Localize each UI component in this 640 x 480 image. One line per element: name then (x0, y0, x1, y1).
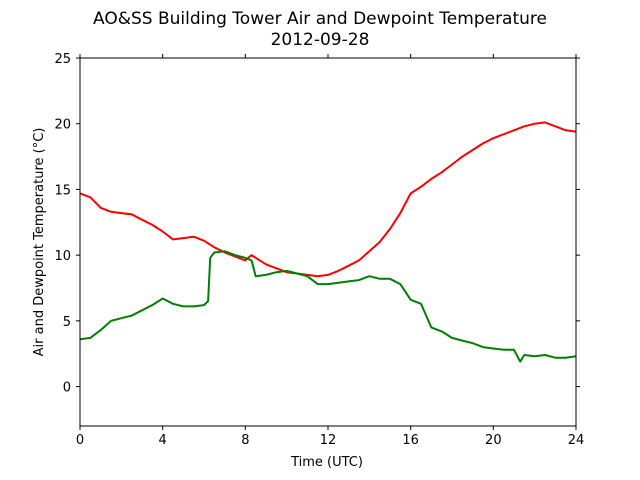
chart-subtitle: 2012-09-28 (271, 30, 370, 50)
x-axis-label: Time (UTC) (290, 455, 363, 470)
x-tick-label: 12 (320, 433, 337, 448)
x-tick-label: 16 (402, 433, 419, 448)
y-tick-label: 25 (54, 52, 71, 67)
y-axis-label: Air and Dewpoint Temperature (°C) (32, 128, 47, 357)
y-tick-label: 5 (63, 315, 71, 330)
series-line-1 (79, 250, 577, 363)
x-tick-label: 8 (241, 433, 249, 448)
y-tick-label: 0 (63, 381, 71, 396)
y-tick-label: 10 (54, 249, 71, 264)
y-tick-label: 15 (54, 183, 71, 198)
plot-frame (79, 57, 577, 427)
y-tick-label: 20 (54, 118, 71, 133)
chart-title: AO&SS Building Tower Air and Dewpoint Te… (93, 9, 547, 29)
x-tick-label: 0 (76, 433, 84, 448)
series-line-0 (79, 121, 577, 278)
plot-area: 0 4 8 12 16 20 24 0 5 10 15 20 25 (54, 52, 584, 448)
x-tick-label: 24 (568, 433, 585, 448)
x-tick-label: 4 (159, 433, 167, 448)
x-tick-label: 20 (485, 433, 502, 448)
